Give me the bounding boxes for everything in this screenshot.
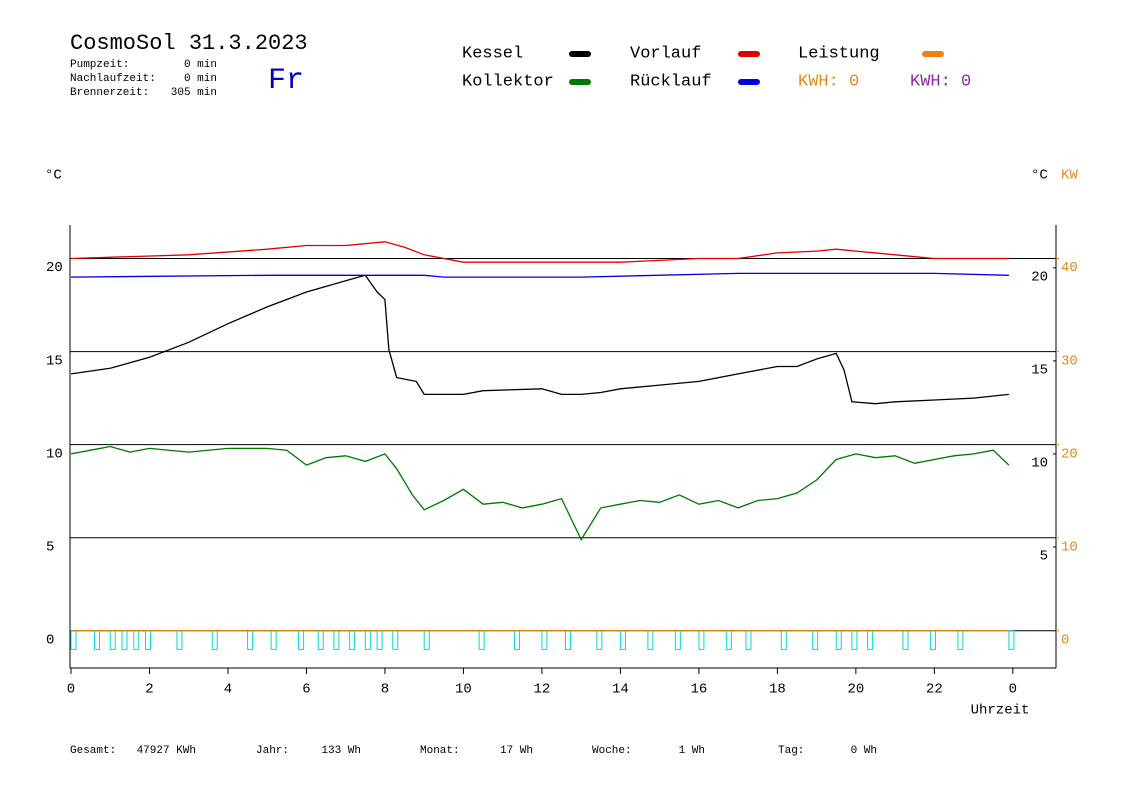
x-tick-label: 8 (381, 682, 389, 698)
series-line (70, 445, 1010, 541)
legend-label: Rücklauf (630, 72, 712, 91)
x-tick-label: 14 (612, 682, 629, 698)
info-label: Brennerzeit: (70, 87, 149, 99)
footer-value: 0 Wh (851, 745, 877, 757)
y2-tick-label: 10 (1061, 539, 1078, 555)
info-value: 305 min (171, 87, 217, 99)
footer-value: 1 Wh (679, 745, 705, 757)
y2-tick-label: 40 (1061, 260, 1078, 276)
y3-tick-label: 10 (1031, 456, 1048, 472)
series-line (70, 274, 1009, 405)
footer-value: 133 Wh (321, 745, 361, 757)
x-tick-label: 2 (145, 682, 153, 698)
footer-label: Woche: (592, 745, 632, 757)
x-tick-label: 16 (690, 682, 707, 698)
y-tick-label: 0 (46, 632, 54, 648)
chart-title: CosmoSol 31.3.2023 (70, 31, 308, 56)
y3-tick-label: 5 (1040, 549, 1048, 565)
footer-label: Gesamt: (70, 745, 116, 757)
legend-label: Leistung (798, 44, 880, 63)
x-tick-label: 0 (67, 682, 75, 698)
series-line (70, 241, 1009, 263)
x-tick-label: 12 (534, 682, 551, 698)
series-line (70, 272, 1009, 278)
y-tick-label: 20 (46, 260, 63, 276)
y-tick-label: 10 (46, 446, 63, 462)
x-tick-label: 10 (455, 682, 472, 698)
x-tick-label: 18 (769, 682, 786, 698)
y3-tick-label: 15 (1031, 363, 1048, 379)
info-value: 0 min (184, 59, 217, 71)
y3-tick-label: 20 (1031, 270, 1048, 286)
legend-label: Kessel (462, 44, 523, 63)
footer-value: 17 Wh (500, 745, 533, 757)
footer-value: 47927 KWh (137, 745, 196, 757)
info-value: 0 min (184, 73, 217, 85)
y-tick-label: 5 (46, 539, 54, 555)
y2-tick-label: 0 (1061, 632, 1069, 648)
y3-axis-label: °C (1031, 168, 1048, 184)
kwh-label: KWH: 0 (798, 72, 859, 91)
kwh-label: KWH: 0 (910, 72, 971, 91)
footer-label: Monat: (420, 745, 460, 757)
weekday: Fr (268, 64, 304, 98)
legend-label: Kollektor (462, 72, 554, 91)
y-tick-label: 15 (46, 353, 63, 369)
footer-label: Jahr: (256, 745, 289, 757)
footer-label: Tag: (778, 745, 804, 757)
info-label: Nachlaufzeit: (70, 73, 156, 85)
pulse (1008, 630, 1015, 650)
x-axis-label: Uhrzeit (971, 703, 1030, 719)
y-axis-label: °C (45, 168, 62, 184)
x-tick-label: 0 (1009, 682, 1017, 698)
y2-axis-label: KW (1061, 168, 1078, 184)
x-tick-label: 6 (302, 682, 310, 698)
x-tick-label: 4 (224, 682, 232, 698)
x-tick-label: 22 (926, 682, 943, 698)
y2-tick-label: 30 (1061, 353, 1078, 369)
x-tick-label: 20 (847, 682, 864, 698)
legend-label: Vorlauf (630, 44, 701, 63)
y2-tick-label: 20 (1061, 446, 1078, 462)
info-label: Pumpzeit: (70, 59, 129, 71)
